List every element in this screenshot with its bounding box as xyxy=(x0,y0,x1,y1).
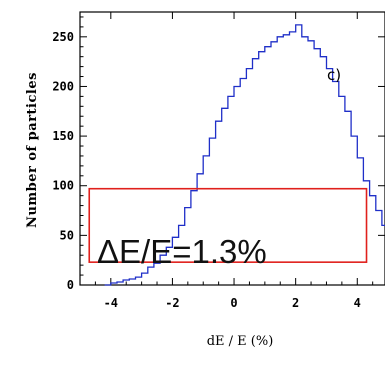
x-tick-label: 0 xyxy=(230,296,237,310)
resolution-annotation: ΔE/E=1.3% xyxy=(97,233,267,270)
y-tick-label: 200 xyxy=(52,79,74,93)
y-tick-label: 250 xyxy=(52,30,74,44)
y-tick-label: 150 xyxy=(52,129,74,143)
y-tick-label: 100 xyxy=(52,179,74,193)
y-tick-label: 0 xyxy=(67,278,74,292)
x-tick-label: 4 xyxy=(354,296,361,310)
y-axis-title: Number of particles xyxy=(25,72,40,228)
panel-label: c) xyxy=(327,66,341,84)
x-axis-title: dE / E (%) xyxy=(207,334,274,349)
x-axis: -4 -2 0 2 4 xyxy=(94,12,374,310)
y-axis: 0 50 100 150 200 250 xyxy=(52,16,385,292)
plot-frame xyxy=(79,11,385,286)
x-tick-label: -4 xyxy=(104,296,118,310)
histogram-series-line xyxy=(104,24,385,286)
x-tick-label: 2 xyxy=(292,296,299,310)
y-tick-label: 50 xyxy=(60,228,74,242)
highlight-box xyxy=(88,187,368,263)
x-tick-label: -2 xyxy=(165,296,179,310)
